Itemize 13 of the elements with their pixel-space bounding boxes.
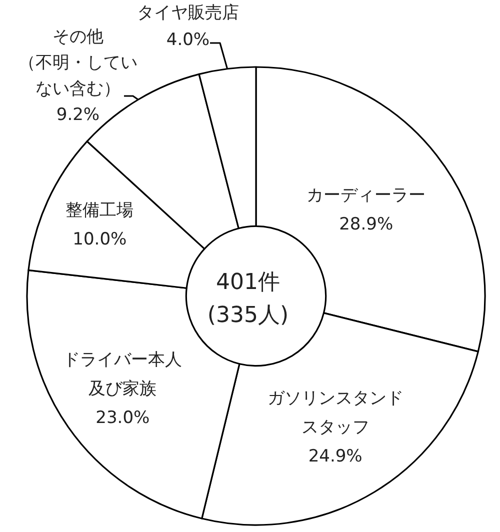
slice-label: ドライバー本人及び家族 [63,350,182,400]
data-label: 10.0% [72,229,127,250]
text: 401件 (335人) [207,270,289,328]
slice-label: カーディーラー [306,186,426,206]
slice-label: ガソリンスタンドスタッフ [267,388,404,438]
data-label: 23.0% [96,408,150,428]
data-label: 9.2% [56,105,100,125]
slice-label: 整備工場 [66,200,134,220]
data-label: 28.9% [339,214,394,235]
data-label: 24.9% [308,446,362,466]
data-label: 4.0% [166,30,210,50]
slice-label: タイヤ販売店 [137,3,239,23]
slice-label: その他（不明・していない含む） [18,27,138,99]
